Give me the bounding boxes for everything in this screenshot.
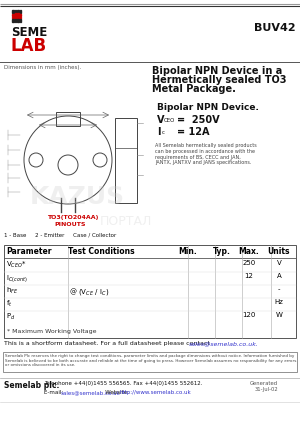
Bar [3,352,297,372]
Text: Hz: Hz [274,299,284,305]
Text: Min.: Min. [178,247,197,256]
Text: E-mail:: E-mail: [44,390,65,395]
Text: Typ.: Typ. [213,247,231,256]
Text: Telephone +44(0)1455 556565. Fax +44(0)1455 552612.: Telephone +44(0)1455 556565. Fax +44(0)1… [44,381,202,386]
Text: c: c [162,130,165,135]
Text: http://www.semelab.co.uk: http://www.semelab.co.uk [120,390,192,395]
Text: Max.: Max. [238,247,260,256]
Text: Generated
31-Jul-02: Generated 31-Jul-02 [250,381,278,392]
Text: SEME: SEME [11,26,47,39]
Text: 12: 12 [244,273,253,279]
Text: KAZUS: KAZUS [30,185,125,209]
Text: ПОРТАЛ: ПОРТАЛ [100,215,152,228]
Text: V: V [157,115,164,125]
Text: Semelab Plc reserves the right to change test conditions, parameter limits and p: Semelab Plc reserves the right to change… [5,354,296,367]
Text: Units: Units [268,247,290,256]
Bar [20,10,21,13]
Text: -: - [278,286,280,292]
Text: LAB: LAB [11,37,47,55]
Text: @ (V$_{CE}$ / I$_{C}$): @ (V$_{CE}$ / I$_{C}$) [69,286,109,297]
Text: f$_t$: f$_t$ [6,299,13,309]
Text: Test Conditions: Test Conditions [68,247,135,256]
Text: = 12A: = 12A [177,127,209,137]
Bar [115,118,137,203]
Text: Metal Package.: Metal Package. [152,84,236,94]
Text: All Semelab hermetically sealed products
can be processed in accordance with the: All Semelab hermetically sealed products… [155,143,257,165]
Text: =  250V: = 250V [177,115,220,125]
Bar [17,12,19,21]
Text: 120: 120 [242,312,256,318]
Text: PINOUTS: PINOUTS [54,222,86,227]
Bar [12,14,21,16]
Text: Dimensions in mm (inches).: Dimensions in mm (inches). [4,65,81,70]
Bar [12,19,14,22]
Text: A: A [277,273,281,279]
Text: This is a shortform datasheet. For a full datasheet please contact: This is a shortform datasheet. For a ful… [4,341,212,346]
Text: I: I [157,127,160,137]
Bar [14,10,16,13]
Bar [20,19,21,22]
Bar [14,12,16,21]
Text: h$_{FE}$: h$_{FE}$ [6,286,18,296]
Text: Parameter: Parameter [6,247,52,256]
Text: Hermetically sealed TO3: Hermetically sealed TO3 [152,75,286,85]
Text: 250: 250 [242,260,256,266]
Text: sales@semelab.co.uk: sales@semelab.co.uk [61,390,121,395]
Text: Bipolar NPN Device.: Bipolar NPN Device. [157,103,259,112]
Text: Semelab plc.: Semelab plc. [4,381,59,390]
Bar [12,10,14,13]
Text: sales@semelab.co.uk.: sales@semelab.co.uk. [189,341,259,346]
Text: Bipolar NPN Device in a: Bipolar NPN Device in a [152,66,282,76]
Text: CEO: CEO [164,118,176,123]
Text: V: V [277,260,281,266]
Text: TO3(TO204AA): TO3(TO204AA) [47,215,98,220]
Text: W: W [276,312,282,318]
Bar [17,19,19,22]
Text: P$_d$: P$_d$ [6,312,15,322]
Text: * Maximum Working Voltage: * Maximum Working Voltage [7,329,97,334]
Bar [17,10,19,13]
Bar [56,112,80,126]
Bar [14,19,16,22]
Text: I$_{C(cont)}$: I$_{C(cont)}$ [6,273,28,284]
Text: Website:: Website: [100,390,131,395]
Text: BUV42: BUV42 [254,23,296,33]
Text: 1 - Base     2 - Emitter     Case / Collector: 1 - Base 2 - Emitter Case / Collector [4,232,116,237]
Bar [4,245,296,338]
Text: V$_{CEO}$*: V$_{CEO}$* [6,260,27,270]
Bar [12,17,21,18]
